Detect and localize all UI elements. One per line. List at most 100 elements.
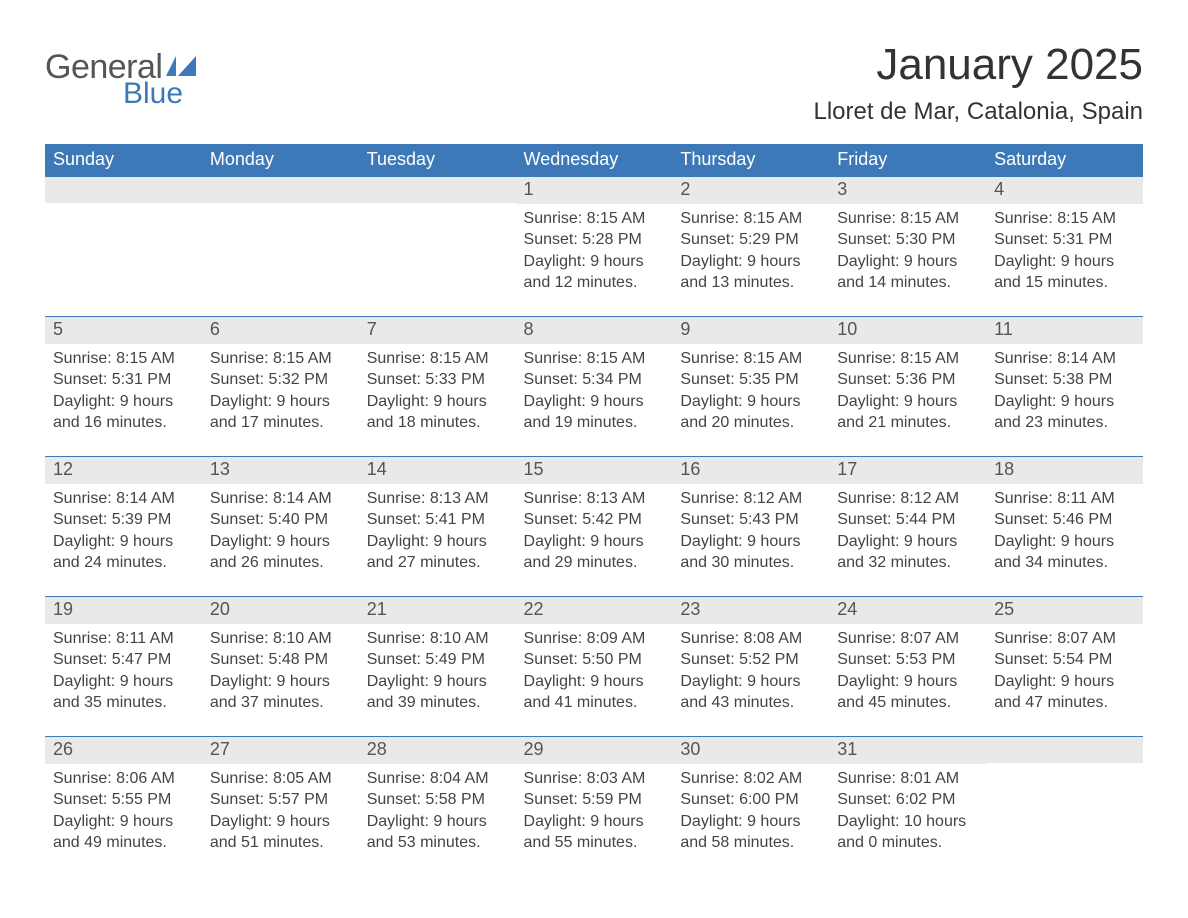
- calendar-cell: 17Sunrise: 8:12 AMSunset: 5:44 PMDayligh…: [829, 457, 986, 597]
- day-events: Sunrise: 8:03 AMSunset: 5:59 PMDaylight:…: [516, 764, 673, 860]
- day-number: 5: [45, 317, 202, 344]
- daylight-line-1: Daylight: 10 hours: [837, 811, 978, 833]
- sunset-line: Sunset: 5:30 PM: [837, 229, 978, 251]
- sunset-line: Sunset: 5:38 PM: [994, 369, 1135, 391]
- sunrise-line: Sunrise: 8:15 AM: [524, 208, 665, 230]
- sunrise-line: Sunrise: 8:15 AM: [680, 348, 821, 370]
- sunrise-line: Sunrise: 8:06 AM: [53, 768, 194, 790]
- daylight-line-2: and 39 minutes.: [367, 692, 508, 714]
- day-number: 24: [829, 597, 986, 624]
- calendar-week-row: 5Sunrise: 8:15 AMSunset: 5:31 PMDaylight…: [45, 317, 1143, 457]
- day-events: Sunrise: 8:15 AMSunset: 5:33 PMDaylight:…: [359, 344, 516, 440]
- day-events: Sunrise: 8:06 AMSunset: 5:55 PMDaylight:…: [45, 764, 202, 860]
- day-number: 7: [359, 317, 516, 344]
- daylight-line-1: Daylight: 9 hours: [680, 251, 821, 273]
- daylight-line-2: and 30 minutes.: [680, 552, 821, 574]
- daylight-line-2: and 43 minutes.: [680, 692, 821, 714]
- daylight-line-2: and 58 minutes.: [680, 832, 821, 854]
- calendar-cell: [45, 177, 202, 317]
- page-title: January 2025: [813, 40, 1143, 90]
- day-events: Sunrise: 8:12 AMSunset: 5:43 PMDaylight:…: [672, 484, 829, 580]
- day-events: Sunrise: 8:15 AMSunset: 5:34 PMDaylight:…: [516, 344, 673, 440]
- weekday-header-row: Sunday Monday Tuesday Wednesday Thursday…: [45, 144, 1143, 177]
- daylight-line-1: Daylight: 9 hours: [210, 391, 351, 413]
- daylight-line-2: and 15 minutes.: [994, 272, 1135, 294]
- sunrise-line: Sunrise: 8:10 AM: [367, 628, 508, 650]
- day-number: 25: [986, 597, 1143, 624]
- day-number: 14: [359, 457, 516, 484]
- calendar-cell: 31Sunrise: 8:01 AMSunset: 6:02 PMDayligh…: [829, 737, 986, 877]
- daylight-line-2: and 0 minutes.: [837, 832, 978, 854]
- sunrise-line: Sunrise: 8:02 AM: [680, 768, 821, 790]
- sunrise-line: Sunrise: 8:14 AM: [210, 488, 351, 510]
- daylight-line-2: and 34 minutes.: [994, 552, 1135, 574]
- sunrise-line: Sunrise: 8:05 AM: [210, 768, 351, 790]
- sunset-line: Sunset: 5:35 PM: [680, 369, 821, 391]
- calendar-cell: 14Sunrise: 8:13 AMSunset: 5:41 PMDayligh…: [359, 457, 516, 597]
- sunrise-line: Sunrise: 8:15 AM: [994, 208, 1135, 230]
- daylight-line-2: and 13 minutes.: [680, 272, 821, 294]
- day-number: 18: [986, 457, 1143, 484]
- daylight-line-2: and 49 minutes.: [53, 832, 194, 854]
- daylight-line-2: and 20 minutes.: [680, 412, 821, 434]
- daylight-line-2: and 29 minutes.: [524, 552, 665, 574]
- calendar-week-row: 1Sunrise: 8:15 AMSunset: 5:28 PMDaylight…: [45, 177, 1143, 317]
- sunset-line: Sunset: 5:50 PM: [524, 649, 665, 671]
- sunrise-line: Sunrise: 8:10 AM: [210, 628, 351, 650]
- day-events: Sunrise: 8:05 AMSunset: 5:57 PMDaylight:…: [202, 764, 359, 860]
- day-number: 21: [359, 597, 516, 624]
- daylight-line-1: Daylight: 9 hours: [210, 531, 351, 553]
- day-events: Sunrise: 8:14 AMSunset: 5:40 PMDaylight:…: [202, 484, 359, 580]
- daylight-line-2: and 21 minutes.: [837, 412, 978, 434]
- sunset-line: Sunset: 5:47 PM: [53, 649, 194, 671]
- col-tuesday: Tuesday: [359, 144, 516, 177]
- sunrise-line: Sunrise: 8:11 AM: [994, 488, 1135, 510]
- daylight-line-2: and 24 minutes.: [53, 552, 194, 574]
- day-number: 12: [45, 457, 202, 484]
- calendar-cell: 15Sunrise: 8:13 AMSunset: 5:42 PMDayligh…: [516, 457, 673, 597]
- day-events: Sunrise: 8:04 AMSunset: 5:58 PMDaylight:…: [359, 764, 516, 860]
- daylight-line-1: Daylight: 9 hours: [994, 531, 1135, 553]
- col-monday: Monday: [202, 144, 359, 177]
- sunset-line: Sunset: 5:31 PM: [994, 229, 1135, 251]
- daylight-line-2: and 37 minutes.: [210, 692, 351, 714]
- sunrise-line: Sunrise: 8:07 AM: [837, 628, 978, 650]
- calendar-cell: 11Sunrise: 8:14 AMSunset: 5:38 PMDayligh…: [986, 317, 1143, 457]
- day-events: Sunrise: 8:07 AMSunset: 5:54 PMDaylight:…: [986, 624, 1143, 720]
- daylight-line-1: Daylight: 9 hours: [210, 811, 351, 833]
- calendar-week-row: 26Sunrise: 8:06 AMSunset: 5:55 PMDayligh…: [45, 737, 1143, 877]
- calendar-cell: 6Sunrise: 8:15 AMSunset: 5:32 PMDaylight…: [202, 317, 359, 457]
- sunset-line: Sunset: 5:53 PM: [837, 649, 978, 671]
- daylight-line-2: and 47 minutes.: [994, 692, 1135, 714]
- daylight-line-1: Daylight: 9 hours: [53, 811, 194, 833]
- daylight-line-2: and 51 minutes.: [210, 832, 351, 854]
- daylight-line-2: and 23 minutes.: [994, 412, 1135, 434]
- day-events: Sunrise: 8:10 AMSunset: 5:49 PMDaylight:…: [359, 624, 516, 720]
- calendar-cell: 10Sunrise: 8:15 AMSunset: 5:36 PMDayligh…: [829, 317, 986, 457]
- col-sunday: Sunday: [45, 144, 202, 177]
- logo-word-blue: Blue: [123, 77, 183, 111]
- day-events: Sunrise: 8:01 AMSunset: 6:02 PMDaylight:…: [829, 764, 986, 860]
- sunrise-line: Sunrise: 8:13 AM: [367, 488, 508, 510]
- sunrise-line: Sunrise: 8:15 AM: [837, 208, 978, 230]
- day-number: 29: [516, 737, 673, 764]
- daylight-line-2: and 27 minutes.: [367, 552, 508, 574]
- daylight-line-1: Daylight: 9 hours: [837, 391, 978, 413]
- day-events: Sunrise: 8:15 AMSunset: 5:35 PMDaylight:…: [672, 344, 829, 440]
- calendar-cell: 29Sunrise: 8:03 AMSunset: 5:59 PMDayligh…: [516, 737, 673, 877]
- sunrise-line: Sunrise: 8:15 AM: [367, 348, 508, 370]
- daylight-line-1: Daylight: 9 hours: [994, 671, 1135, 693]
- day-number: 28: [359, 737, 516, 764]
- sunrise-line: Sunrise: 8:08 AM: [680, 628, 821, 650]
- calendar-week-row: 19Sunrise: 8:11 AMSunset: 5:47 PMDayligh…: [45, 597, 1143, 737]
- day-number: 20: [202, 597, 359, 624]
- day-number: 16: [672, 457, 829, 484]
- daylight-line-2: and 26 minutes.: [210, 552, 351, 574]
- daylight-line-1: Daylight: 9 hours: [524, 391, 665, 413]
- calendar-cell: 1Sunrise: 8:15 AMSunset: 5:28 PMDaylight…: [516, 177, 673, 317]
- sunrise-line: Sunrise: 8:14 AM: [53, 488, 194, 510]
- calendar-cell: 7Sunrise: 8:15 AMSunset: 5:33 PMDaylight…: [359, 317, 516, 457]
- day-number: 8: [516, 317, 673, 344]
- day-number: 15: [516, 457, 673, 484]
- day-number: 31: [829, 737, 986, 764]
